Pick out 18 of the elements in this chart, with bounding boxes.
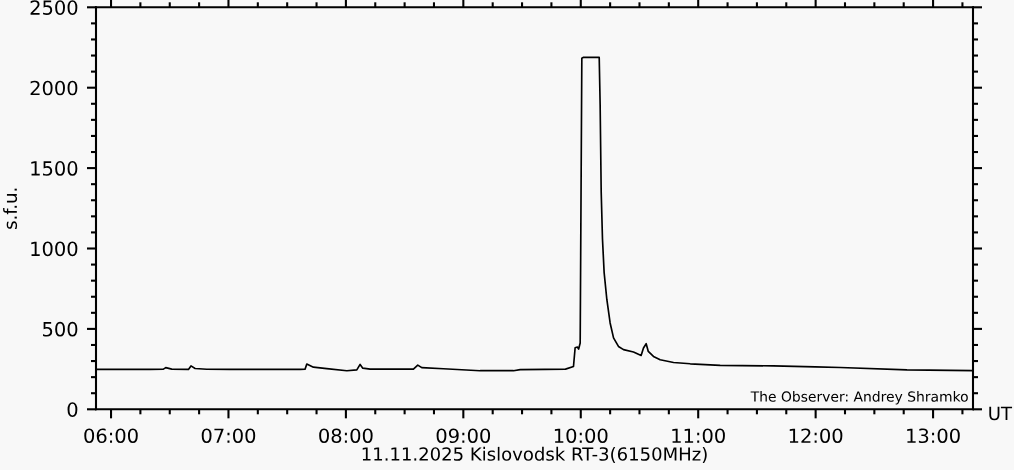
- y-tick-label: 2000: [30, 80, 78, 96]
- x-tick-label: 10:00: [554, 428, 608, 444]
- y-tick-label: 0: [67, 402, 78, 417]
- x-tick-label: 09:00: [436, 428, 491, 444]
- y-tick-label: 500: [43, 321, 78, 337]
- x-tick-label: 12:00: [789, 428, 843, 444]
- x-tick-label: 08:00: [319, 428, 373, 444]
- annotation: The Observer: Andrey Shramko: [750, 391, 968, 405]
- x-tick-label: 06:00: [84, 428, 138, 444]
- y-axis-title: s.f.u.: [3, 188, 18, 229]
- x-axis-title: 11.11.2025 Kislovodsk RT-3(6150MHz): [362, 446, 707, 463]
- x-tick-label: 13:00: [907, 428, 960, 444]
- x-tick-label: 07:00: [201, 428, 256, 444]
- y-tick-label: 1000: [31, 241, 78, 257]
- text: UT: [989, 406, 1013, 421]
- y-tick-label: 1500: [31, 161, 78, 176]
- x-tick-label: 11:00: [672, 428, 725, 444]
- y-tick-label: 2500: [30, 0, 78, 15]
